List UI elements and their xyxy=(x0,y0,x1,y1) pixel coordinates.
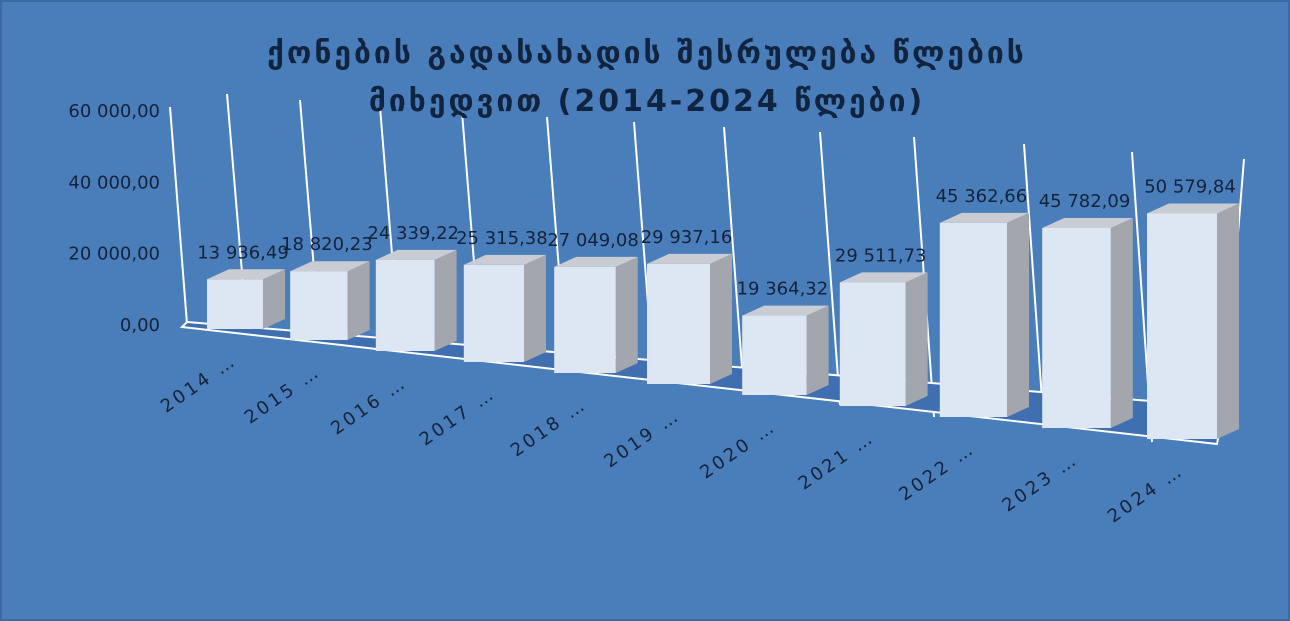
x-tick-label: 2023 … xyxy=(998,449,1082,516)
bar-top xyxy=(1042,217,1133,228)
value-label: 27 049,08 xyxy=(547,230,639,251)
x-tick-label: 2015 … xyxy=(241,361,325,428)
bar-top xyxy=(463,254,546,265)
x-tick-label: 2017 … xyxy=(416,383,500,450)
value-label: 45 362,66 xyxy=(936,186,1028,207)
x-tick-label: 2021 … xyxy=(795,427,879,494)
bar-top xyxy=(647,253,732,264)
value-label: 18 820,23 xyxy=(281,234,373,255)
x-tick-label: 2018 … xyxy=(507,394,591,461)
bar xyxy=(290,271,348,340)
bar xyxy=(742,315,807,395)
bar-side xyxy=(1110,217,1133,428)
x-tick-label: 2016 … xyxy=(327,372,411,439)
bar-top xyxy=(554,256,638,267)
bar-top xyxy=(375,249,457,260)
bar-side xyxy=(710,253,732,384)
bar-side xyxy=(524,254,546,362)
bar-top xyxy=(839,272,928,283)
bar-top xyxy=(742,305,829,316)
bar-side xyxy=(1217,203,1239,439)
value-label: 29 511,73 xyxy=(835,245,927,266)
y-tick-label: 40 000,00 xyxy=(68,172,160,193)
bar-top xyxy=(290,261,370,272)
bar xyxy=(207,279,263,329)
bar-top xyxy=(207,269,285,280)
y-tick-label: 20 000,00 xyxy=(68,244,160,265)
bar xyxy=(647,263,710,384)
bar-side xyxy=(1007,212,1029,417)
bar-top xyxy=(1147,203,1239,214)
bar-side xyxy=(806,305,829,395)
value-label: 50 579,84 xyxy=(1144,176,1236,197)
bar xyxy=(463,264,524,362)
y-tick-label: 0,00 xyxy=(120,315,160,336)
y-tick-label: 60 000,00 xyxy=(68,101,160,122)
value-label: 19 364,32 xyxy=(737,279,829,300)
value-label: 29 937,16 xyxy=(641,227,733,248)
x-tick-label: 2024 … xyxy=(1104,460,1188,527)
x-tick-label: 2019 … xyxy=(600,405,684,472)
x-tick-label: 2022 … xyxy=(895,438,979,505)
bar-side xyxy=(905,272,928,406)
bar-side xyxy=(434,249,457,351)
bar xyxy=(839,282,906,406)
bar-side xyxy=(615,256,638,373)
value-label: 45 782,09 xyxy=(1039,191,1131,212)
bar xyxy=(939,222,1007,417)
bar xyxy=(1147,213,1217,439)
value-label: 13 936,49 xyxy=(197,242,289,263)
bar-side xyxy=(347,261,370,340)
bar-side xyxy=(263,269,285,329)
x-tick-label: 2014 … xyxy=(157,350,241,417)
x-tick-label: 2020 … xyxy=(696,416,780,483)
value-label: 25 315,38 xyxy=(456,228,548,249)
chart-title: ქონების გადასახადის შესრულება წლების მიხ… xyxy=(267,36,1027,119)
bar xyxy=(1042,227,1111,428)
bar xyxy=(375,259,435,351)
bar xyxy=(554,266,616,373)
value-label: 24 339,22 xyxy=(367,223,459,244)
bar-top xyxy=(939,212,1029,223)
